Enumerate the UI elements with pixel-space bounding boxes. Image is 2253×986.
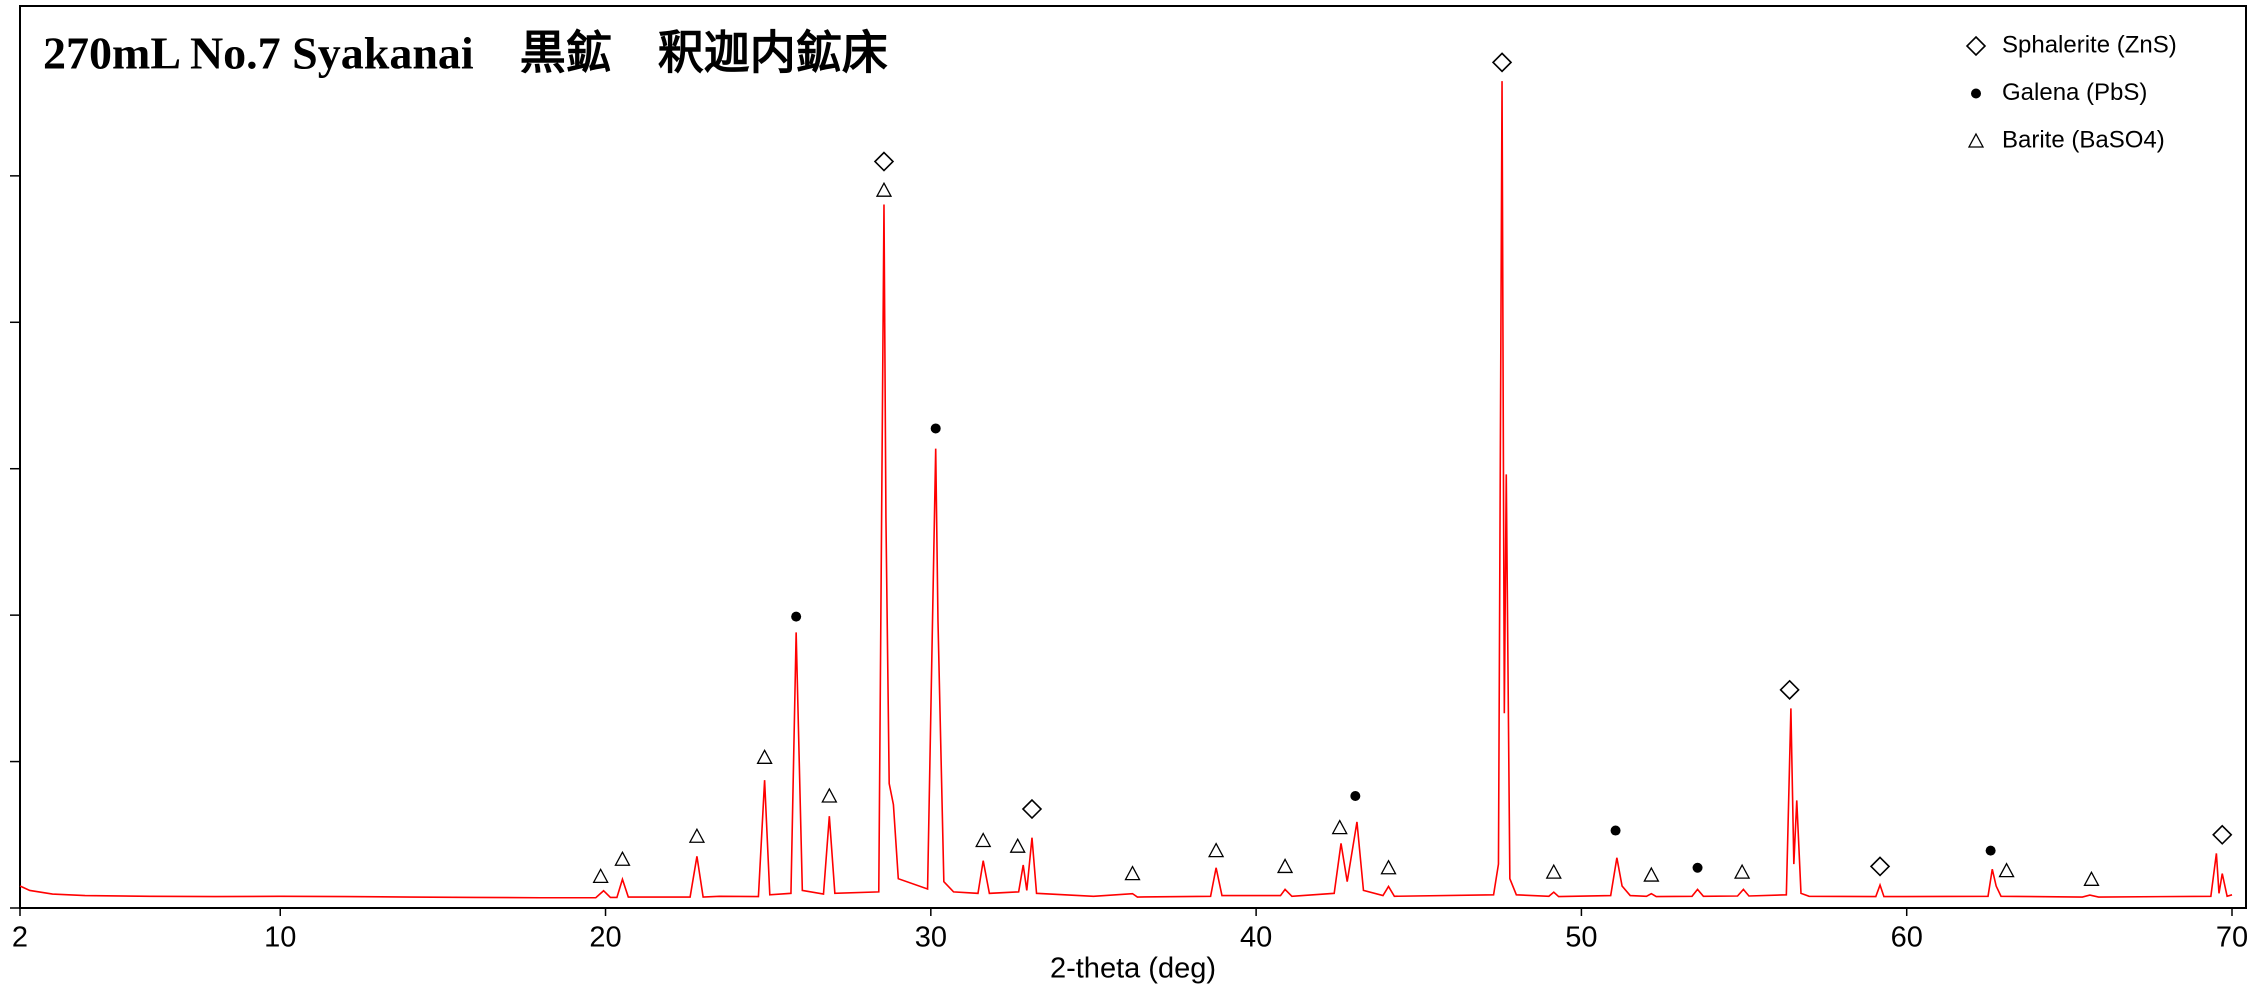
- legend-label: Galena (PbS): [2002, 79, 2147, 106]
- x-tick-label: 30: [915, 922, 947, 954]
- phase-marker: [1779, 679, 1800, 700]
- phase-marker: [592, 868, 609, 884]
- x-tick-label: 10: [264, 922, 296, 954]
- phase-marker: [1009, 837, 1026, 853]
- legend-label: Barite (BaSO4): [2002, 126, 2165, 153]
- phase-marker: [1208, 842, 1225, 858]
- phase-marker: [1985, 845, 1996, 856]
- phase-marker: [791, 611, 802, 622]
- x-axis-label: 2-theta (deg): [1050, 953, 1216, 985]
- phase-marker: [1021, 798, 1043, 820]
- phase-marker: [1491, 52, 1513, 73]
- legend-label: Sphalerite (ZnS): [2002, 31, 2177, 58]
- phase-marker: [1869, 856, 1891, 877]
- phase-marker: [1350, 790, 1361, 801]
- phase-marker: [1380, 859, 1397, 875]
- legend-symbol: [1967, 132, 1985, 148]
- x-tick-label: 20: [589, 922, 621, 954]
- phase-marker: [1734, 863, 1751, 879]
- plot-frame: [19, 5, 2247, 909]
- phase-marker: [1124, 865, 1141, 881]
- chart-title: 270mL No.7 Syakanai 黒鉱 釈迦内鉱床: [43, 28, 888, 79]
- legend-symbol: [1971, 88, 1981, 99]
- phase-marker: [756, 748, 773, 764]
- phase-marker: [1643, 866, 1660, 882]
- phase-marker: [614, 850, 631, 866]
- phase-marker: [2083, 870, 2100, 886]
- phase-marker: [1331, 819, 1348, 835]
- phase-marker: [2212, 824, 2233, 845]
- phase-marker: [1276, 858, 1294, 874]
- phase-marker: [875, 181, 893, 197]
- x-tick-label: 40: [1240, 922, 1272, 954]
- phase-marker: [975, 832, 992, 848]
- phase-marker: [1610, 825, 1621, 836]
- phase-marker: [930, 423, 941, 434]
- phase-marker: [688, 827, 706, 843]
- x-tick-label: 70: [2216, 922, 2248, 954]
- phase-marker: [873, 151, 895, 172]
- phase-marker: [1998, 862, 2015, 878]
- xrd-trace: [19, 81, 2233, 899]
- legend-symbol: [1965, 35, 1987, 57]
- x-tick-label: 60: [1891, 922, 1923, 954]
- x-tick-label: 50: [1565, 922, 1597, 954]
- phase-marker: [1545, 863, 1562, 879]
- phase-marker: [1692, 862, 1703, 873]
- x-tick-label: 2: [12, 922, 28, 954]
- phase-marker: [821, 787, 838, 803]
